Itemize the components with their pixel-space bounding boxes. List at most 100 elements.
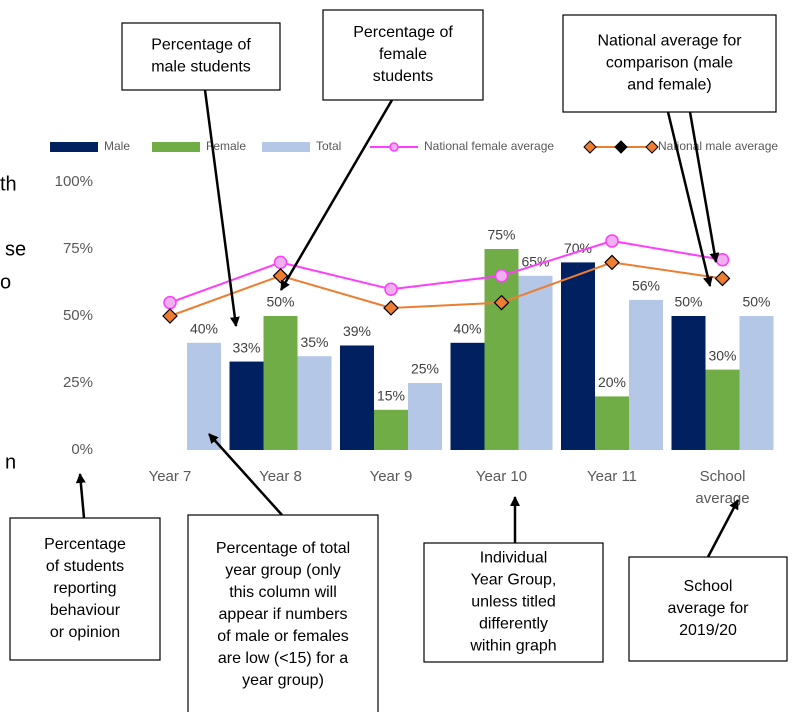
annotation-box <box>423 542 604 663</box>
line-marker <box>493 294 510 311</box>
legend-marker <box>389 142 399 152</box>
annotation-text: Year Group, <box>471 572 557 589</box>
legend-marker <box>614 140 628 154</box>
annotations: Percentage of male students Percentage of f… <box>0 9 788 712</box>
x-tick-label: Year 11 <box>587 468 637 485</box>
bar <box>263 316 298 450</box>
annotation-text: or opinion <box>50 624 120 641</box>
annotation-text: 2019/20 <box>679 622 737 639</box>
annotation-text: this column will <box>229 584 337 601</box>
legend-marker <box>645 140 659 154</box>
line-marker <box>715 252 730 267</box>
annotation-text: are low (<15) for a <box>218 650 348 667</box>
y-tick-label: 0% <box>71 441 93 458</box>
line-marker <box>163 295 177 310</box>
arrow <box>203 89 240 327</box>
bar <box>671 316 706 450</box>
annotation-box <box>187 514 379 712</box>
y-tick-label: 25% <box>63 374 93 391</box>
arrow <box>279 99 394 291</box>
arrow <box>208 433 283 516</box>
x-tick-label: Year 10 <box>476 468 527 485</box>
x-tick-label: Year 8 <box>259 468 302 485</box>
annotation-text: appear if numbers <box>219 606 348 623</box>
line-marker <box>273 255 288 270</box>
line-marker <box>714 270 731 287</box>
plot: 0% 25% 50% 75% 100% Year 7 Year 8 Year 9 Year 10… <box>50 139 778 507</box>
legend-label: Female <box>206 139 246 153</box>
x-tick-label: Year 9 <box>370 468 413 485</box>
legend-label: National male average <box>658 139 778 153</box>
value-label: 20% <box>598 374 626 390</box>
value-label: 75% <box>487 227 515 243</box>
line-marker <box>494 269 509 283</box>
annotation-text: female <box>379 46 427 63</box>
line-marker <box>605 234 619 248</box>
annotation-text: of male or females <box>217 628 349 645</box>
annotation-text: and female) <box>627 77 712 94</box>
arrow <box>688 111 720 263</box>
legend-marker <box>583 140 597 154</box>
bar <box>595 396 629 450</box>
annotation-text: reporting <box>53 580 116 597</box>
annotation-text: behaviour <box>50 602 121 619</box>
annotation-box <box>628 556 788 662</box>
value-label: 50% <box>266 294 294 310</box>
legend-label: Male <box>104 139 130 153</box>
annotation-text: year group) <box>242 672 324 689</box>
y-tick-label: 50% <box>63 307 93 324</box>
bar <box>297 356 332 450</box>
annotation-text: Percentage <box>44 536 126 553</box>
value-label: 35% <box>300 334 328 350</box>
line-marker <box>604 254 620 271</box>
legend-swatch <box>152 142 200 152</box>
bar <box>374 409 408 450</box>
annotation-text: of students <box>46 558 124 575</box>
legend-swatch <box>262 142 310 152</box>
arrows <box>75 89 740 558</box>
annotation-text: comparison (male <box>606 55 733 72</box>
bar <box>561 262 595 450</box>
annotation-text: Percentage of <box>353 24 453 41</box>
annotation-text: year group (only <box>225 562 341 579</box>
side-fragment: n <box>5 451 16 473</box>
bar <box>340 345 374 450</box>
x-tick-label: Year 7 <box>149 468 192 485</box>
bar <box>629 299 663 450</box>
value-label: 56% <box>632 278 660 294</box>
value-label: 33% <box>232 339 260 355</box>
annotation-text: average for <box>668 600 750 617</box>
annotation-box <box>322 9 484 101</box>
line <box>169 261 723 317</box>
annotation-box <box>562 14 777 113</box>
x-tick-label: School average <box>695 468 749 507</box>
annotation-box <box>9 517 161 661</box>
bar <box>705 369 740 450</box>
bar <box>187 342 221 450</box>
value-label: 40% <box>453 321 481 337</box>
value-label: 50% <box>674 294 702 310</box>
line-marker <box>162 308 178 324</box>
value-label: 40% <box>190 321 218 337</box>
arrow <box>706 499 740 558</box>
bar <box>518 275 553 450</box>
y-tick-label: 75% <box>63 240 93 257</box>
legend-swatch <box>50 142 98 152</box>
value-label: 65% <box>521 254 549 270</box>
annotation-text: within graph <box>469 638 556 655</box>
value-label: 25% <box>411 361 439 377</box>
bar <box>408 383 442 450</box>
annotation-text: School <box>684 578 733 595</box>
side-fragment: o <box>0 271 11 293</box>
value-label: 39% <box>343 323 371 339</box>
annotation-text: National average for <box>597 33 742 50</box>
bar <box>450 342 485 450</box>
side-fragment: th <box>0 173 17 195</box>
legend-label: Total <box>316 139 341 153</box>
side-fragment: se <box>5 238 26 260</box>
line-marker <box>383 300 399 316</box>
annotation-text: differently <box>479 616 548 633</box>
line-marker <box>384 282 398 296</box>
legend-label: National female average <box>424 139 554 153</box>
